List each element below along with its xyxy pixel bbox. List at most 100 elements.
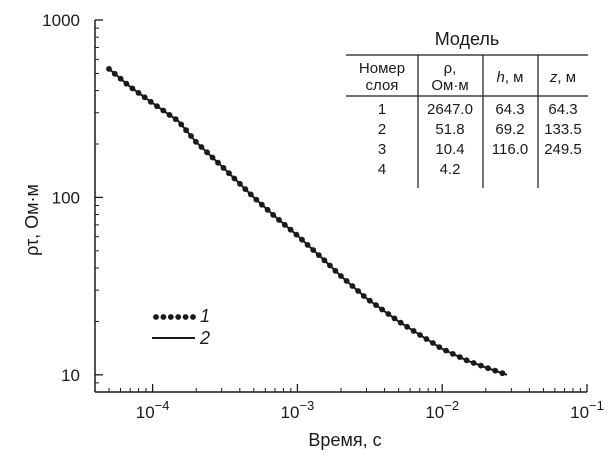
row1-layer: 1 [378,101,386,118]
row3-layer: 3 [378,141,386,158]
series-1-point [310,247,317,253]
model-table-title: Модель [435,29,500,49]
x-tick-label: 10−4 [136,398,170,422]
x-tick-label: 10−3 [281,398,315,422]
ticks [95,19,588,392]
series-1-point [147,98,154,105]
row4-layer: 4 [378,161,386,178]
series-1-point [188,133,194,139]
series-1-point [183,127,190,134]
row1-z: 64.3 [548,101,577,118]
series-1-dots-group [106,66,506,377]
header-z: z, м [549,69,576,86]
series-1-point [281,221,288,228]
series-1-point [270,212,277,218]
legend-dot [167,314,174,320]
row2-rho: 51.8 [435,121,464,138]
header-z-var: z [549,69,558,86]
series-1-point [106,66,112,72]
series-1-point [237,180,243,187]
series-1-point [253,196,260,203]
series-1-point [204,149,210,156]
header-h-unit: , м [505,69,524,86]
series-1-point [287,226,294,233]
x-tick-exponent: −4 [155,398,170,413]
row3-z: 249.5 [544,141,582,158]
y-tick-label: 10 [61,366,80,385]
series-1-point [450,351,456,357]
row3-rho: 10.4 [435,141,464,158]
series-1-point [463,357,470,364]
series-1-point [304,242,311,248]
row1-h: 64.3 [495,101,524,118]
series-1-point [160,107,167,114]
x-tick-base: 10 [570,403,589,422]
row2-layer: 2 [378,121,386,138]
legend-dot [160,314,167,320]
header-rho-line1: ρ, [444,60,457,77]
header-rho-line2: Ом·м [431,77,468,94]
series-1-point [332,267,339,274]
series-1-point [338,273,344,279]
header-layer-line1: Номер [359,60,405,77]
series-1-point [343,278,350,284]
series-1-point [443,347,449,354]
series-1-point [264,206,271,213]
series-1-point [141,94,148,101]
series-1-point [117,75,124,82]
series-1-point [129,85,136,92]
legend-dot [153,314,159,320]
series-1-point [123,80,130,87]
legend-dot [190,314,196,320]
x-tick-base: 10 [281,403,300,422]
row2-z: 133.5 [544,121,582,138]
series-1-point [299,236,305,243]
series-1-point [172,116,179,123]
series-1-point [209,154,216,161]
series-1-point [397,319,404,326]
legend-dotted-sample [153,314,196,320]
series-1-point [327,262,333,269]
row3-h: 116.0 [492,141,528,158]
x-tick-exponent: −3 [299,398,314,413]
header-h-var: h [497,69,505,86]
series-1-point [436,344,443,350]
series-1-point [355,288,361,294]
series-1-point [417,332,423,338]
series-1-point [492,367,499,374]
x-axis-title: Время, с [308,430,381,450]
series-1-point [259,201,265,208]
series-1-point [220,165,227,171]
series-1-point [391,315,398,322]
series-1-point [293,231,300,238]
y-tick-label: 100 [52,188,80,207]
series-1-point [321,257,328,264]
row2-h: 69.2 [495,121,524,138]
legend-label-1: 1 [200,306,210,326]
series-1-point [360,293,367,299]
x-tick-label: 10−2 [425,398,459,422]
header-z-unit: , м [557,69,576,86]
series-1-point [404,323,410,330]
legend-label-2: 2 [199,328,210,348]
series-1-point [430,340,436,346]
series-1-point [485,365,491,372]
series-1-point [166,112,173,118]
series-1-point [499,370,506,377]
series-1-point [178,121,185,128]
y-axis-title: ρτ, Ом·м [22,184,42,256]
series-1-point [111,70,118,77]
series-1-point [373,302,379,308]
row1-rho: 2647.0 [427,101,473,118]
series-1-point [215,159,221,166]
series-1-point [410,328,417,334]
series-1-point [198,144,205,150]
series-1-point [135,90,142,96]
series-1-point [193,138,199,145]
series-1-point [242,186,249,193]
x-tick-exponent: −2 [444,398,459,413]
x-tick-base: 10 [136,403,155,422]
header-layer-line2: слоя [366,77,399,94]
series-1-point [423,336,430,342]
